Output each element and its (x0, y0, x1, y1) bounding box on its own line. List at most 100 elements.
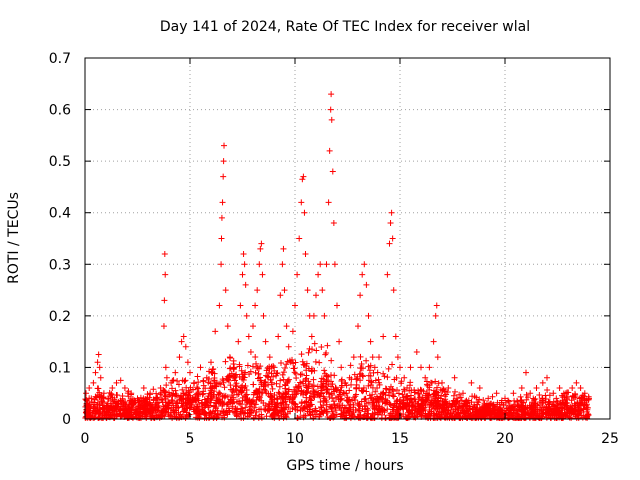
background-point (233, 380, 240, 387)
background-point (182, 414, 189, 421)
background-point (176, 397, 183, 404)
background-point (139, 410, 146, 417)
background-point (454, 398, 461, 405)
background-point (344, 394, 351, 401)
background-point (424, 414, 431, 421)
background-point (121, 412, 128, 419)
background-point (412, 406, 419, 413)
background-point (528, 412, 535, 419)
background-point (473, 414, 480, 421)
background-point (504, 404, 511, 411)
data-point (371, 364, 378, 371)
background-point (255, 371, 262, 378)
data-point (310, 312, 317, 319)
background-point (150, 405, 157, 412)
background-point (357, 353, 364, 360)
background-point (310, 376, 317, 383)
background-point (545, 399, 552, 406)
background-point (544, 386, 551, 393)
background-point (254, 394, 261, 401)
background-point (530, 409, 537, 416)
background-point (264, 373, 271, 380)
background-point (171, 409, 178, 416)
background-point (394, 387, 401, 394)
background-point (109, 394, 116, 401)
background-point (183, 409, 190, 416)
background-point (281, 406, 288, 413)
background-point (323, 386, 330, 393)
background-point (418, 387, 425, 394)
background-point (223, 401, 230, 408)
background-point (304, 388, 311, 395)
data-point (296, 235, 303, 242)
background-point (247, 403, 254, 410)
background-point (317, 378, 324, 385)
background-point (306, 409, 313, 416)
background-point (254, 364, 261, 371)
x-tick-label: 10 (286, 431, 304, 447)
data-point (432, 312, 439, 319)
data-point (271, 364, 277, 371)
background-point (310, 414, 317, 421)
background-point (444, 388, 451, 395)
background-point (406, 406, 413, 413)
background-point (283, 361, 290, 368)
background-point (310, 387, 317, 394)
background-point (477, 412, 484, 419)
background-point (227, 396, 234, 403)
background-point (420, 397, 427, 404)
data-point (256, 261, 263, 268)
data-point (220, 158, 227, 165)
background-point (258, 414, 265, 421)
background-point (406, 399, 413, 406)
background-point (387, 383, 394, 390)
background-point (295, 383, 302, 390)
data-point (275, 333, 282, 340)
background-point (441, 401, 448, 408)
background-point (274, 370, 281, 377)
background-point (351, 394, 358, 401)
background-point (200, 382, 207, 389)
background-point (237, 401, 244, 408)
background-point (125, 411, 132, 418)
data-point (219, 199, 226, 206)
background-point (368, 414, 375, 421)
data-point (172, 369, 179, 376)
background-point (358, 360, 365, 367)
background-point (301, 404, 308, 411)
background-point (328, 383, 335, 390)
data-point (184, 359, 191, 366)
background-point (396, 401, 403, 408)
background-point (263, 367, 270, 374)
background-point (260, 400, 267, 407)
background-point (540, 406, 547, 413)
background-point (232, 410, 239, 417)
data-point (128, 390, 135, 397)
data-point (493, 390, 500, 397)
background-point (386, 400, 393, 407)
background-point (219, 398, 226, 405)
background-point (277, 377, 284, 384)
background-point (250, 381, 257, 388)
data-point (161, 297, 168, 304)
data-point (338, 364, 345, 371)
background-point (236, 363, 243, 370)
background-point (299, 358, 306, 365)
data-point (258, 240, 265, 247)
background-point (181, 378, 188, 385)
background-point (482, 404, 489, 411)
data-point (90, 379, 97, 386)
data-point (387, 220, 394, 227)
background-point (367, 362, 374, 369)
background-point (522, 403, 529, 410)
data-point (502, 395, 508, 402)
data-point (302, 250, 309, 257)
background-point (227, 382, 234, 389)
background-point (449, 401, 456, 408)
background-point (384, 398, 391, 405)
background-point (195, 379, 202, 386)
background-point (202, 412, 209, 419)
background-point (174, 400, 181, 407)
background-point (409, 407, 416, 414)
background-point (438, 392, 445, 399)
